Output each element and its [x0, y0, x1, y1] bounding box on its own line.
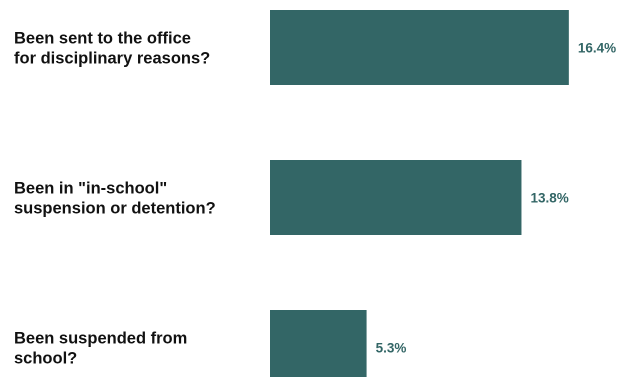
value-label-1: 13.8% — [530, 191, 568, 206]
value-label-0: 16.4% — [578, 41, 616, 56]
bar-2 — [270, 310, 367, 377]
category-label-line: Been suspended from — [14, 330, 187, 348]
category-label-1: Been in "in-school" suspension or detenti… — [14, 180, 216, 218]
category-label-2: Been suspended from school? — [14, 330, 187, 368]
category-label-0: Been sent to the office for disciplinary … — [14, 30, 210, 68]
value-label-2: 5.3% — [376, 341, 407, 356]
category-label-line: Been sent to the office — [14, 30, 191, 48]
category-label-line: suspension or detention? — [14, 200, 216, 218]
bars-layer — [270, 10, 569, 377]
bar-0 — [270, 10, 569, 85]
category-label-line: school? — [14, 350, 77, 368]
category-label-line: for disciplinary reasons? — [14, 50, 210, 68]
category-label-line: Been in "in-school" — [14, 180, 167, 198]
labels-layer: 16.4% Been sent to the office for discipli… — [14, 30, 616, 368]
bar-1 — [270, 160, 522, 235]
